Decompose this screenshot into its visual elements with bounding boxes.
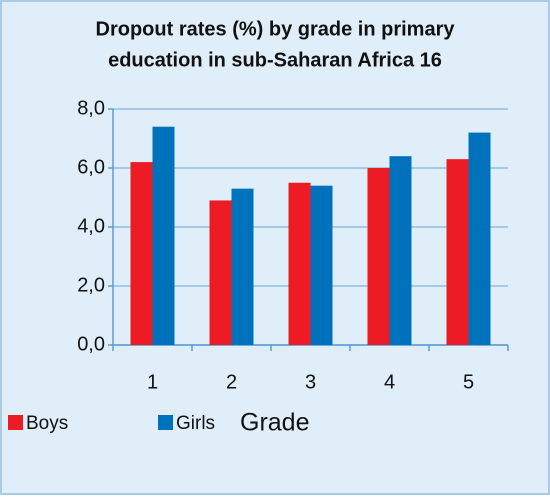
bar (288, 182, 311, 345)
bar (209, 200, 232, 345)
y-tick-label: 2,0 (77, 274, 105, 296)
y-tick-label: 6,0 (77, 156, 105, 178)
y-tick-label: 4,0 (77, 215, 105, 237)
x-tick-label: 3 (305, 371, 316, 393)
bar (231, 188, 254, 345)
chart-title: education in sub-Saharan Africa 16 (108, 49, 442, 71)
x-tick-label: 5 (463, 371, 474, 393)
y-tick-label: 8,0 (77, 97, 105, 119)
legend-swatch (8, 415, 23, 430)
bar (130, 162, 153, 345)
bar (310, 185, 333, 345)
bar (152, 126, 175, 345)
legend-label: Girls (176, 413, 215, 434)
bar (389, 156, 412, 345)
x-tick-label: 4 (384, 371, 395, 393)
x-axis-title: Grade (240, 409, 309, 437)
bar (468, 132, 491, 345)
x-tick-label: 1 (147, 371, 158, 393)
bar (446, 159, 469, 345)
bar (367, 168, 390, 345)
legend-label: Boys (26, 413, 68, 434)
y-tick-label: 0,0 (77, 333, 105, 355)
legend-swatch (158, 415, 173, 430)
x-tick-label: 2 (226, 371, 237, 393)
chart-title: Dropout rates (%) by grade in primary (96, 18, 456, 40)
